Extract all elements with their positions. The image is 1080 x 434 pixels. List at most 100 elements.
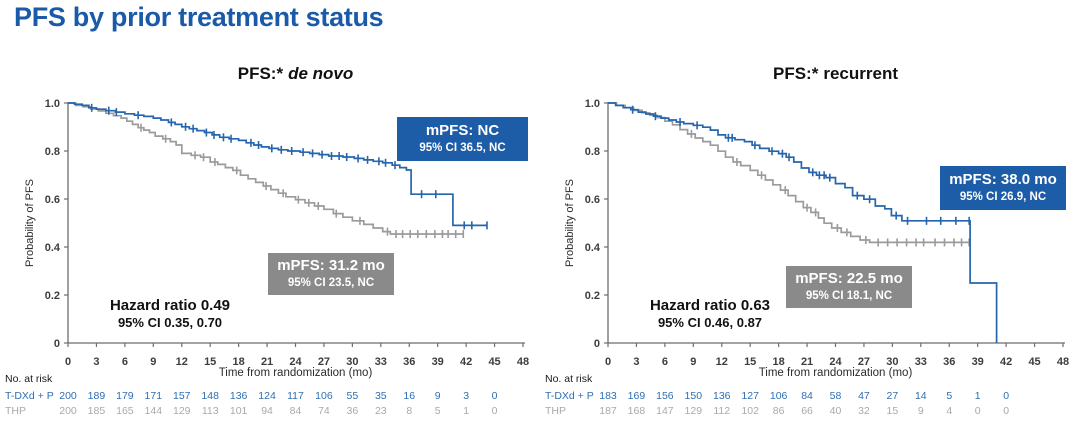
y-tick-label: 0.2 <box>585 290 600 302</box>
y-tick-label: 1.0 <box>45 98 60 110</box>
risk-value: 1 <box>975 390 981 402</box>
x-tick-label: 9 <box>690 356 696 368</box>
risk-value: 0 <box>492 405 498 417</box>
km-curve-tdxd <box>68 102 487 227</box>
risk-value: 14 <box>915 390 927 402</box>
risk-value: 156 <box>656 390 674 402</box>
x-tick-label: 3 <box>633 356 639 368</box>
risk-value: 15 <box>887 405 899 417</box>
risk-value: 66 <box>801 405 813 417</box>
km-plot-svg: 0 3 6 9 12 15 18 21 24 27 30 33 36 39 42 45 481.00.80.60… <box>585 98 1069 417</box>
x-tick-label: 0 <box>65 356 71 368</box>
x-tick-label: 6 <box>662 356 668 368</box>
risk-value: 179 <box>116 390 134 402</box>
panel-title-prefix: PFS:* <box>773 64 819 83</box>
risk-value: 127 <box>741 390 759 402</box>
risk-value: 144 <box>145 405 163 417</box>
risk-value: 150 <box>685 390 703 402</box>
risk-value: 4 <box>946 405 952 417</box>
x-tick-label: 21 <box>261 356 273 368</box>
x-tick-label: 48 <box>517 356 529 368</box>
risk-value: 0 <box>492 390 498 402</box>
risk-value: 106 <box>770 390 788 402</box>
panel-title: PFS:* recurrent <box>608 64 1063 84</box>
risk-value: 106 <box>315 390 333 402</box>
panel-title-emphasis: de novo <box>288 64 354 83</box>
x-tick-label: 36 <box>943 356 955 368</box>
no-at-risk-label: No. at risk <box>545 373 593 385</box>
x-tick-label: 24 <box>289 356 302 368</box>
risk-row-label-thp: THP <box>545 405 566 417</box>
y-tick-label: 0.8 <box>585 146 600 158</box>
x-axis-label: Time from randomization (mo) <box>218 367 373 379</box>
risk-value: 55 <box>347 390 359 402</box>
x-tick-label: 12 <box>176 356 188 368</box>
no-at-risk-label: No. at risk <box>5 373 53 385</box>
panel-recurrent: 0 3 6 9 12 15 18 21 24 27 30 33 36 39 42 45 48 1.0 0.8 0.6 0… <box>540 60 1080 429</box>
risk-value: 35 <box>375 390 387 402</box>
risk-value: 16 <box>403 390 415 402</box>
mpfs-box-tdxd: mPFS: 38.0 mo 95% CI 26.9, NC <box>940 166 1066 210</box>
risk-value: 9 <box>435 390 441 402</box>
mpfs-ci: 95% CI 36.5, NC <box>419 142 506 155</box>
y-tick-label: 0 <box>594 338 600 350</box>
panel-title-emphasis: recurrent <box>823 64 898 83</box>
risk-value: 117 <box>287 390 304 402</box>
risk-value: 171 <box>145 390 163 402</box>
risk-value: 5 <box>435 405 441 417</box>
x-tick-label: 36 <box>403 356 415 368</box>
mpfs-ci: 95% CI 18.1, NC <box>805 290 893 303</box>
panel-de-novo: 0 3 6 9 12 15 18 21 24 27 30 33 36 39 42 45 48 1.0 0.8 0.6 0… <box>0 60 540 429</box>
risk-value: 86 <box>773 405 785 417</box>
mpfs-value: mPFS: 31.2 mo <box>277 257 385 275</box>
x-tick-label: 24 <box>829 356 842 368</box>
x-tick-label: 33 <box>915 356 927 368</box>
risk-value: 27 <box>887 390 899 402</box>
y-tick-label: 0.6 <box>585 194 600 206</box>
mpfs-value: mPFS: 22.5 mo <box>795 270 903 288</box>
risk-value: 3 <box>463 390 469 402</box>
risk-value: 113 <box>202 405 219 417</box>
panel-title: PFS:* de novo <box>68 64 523 84</box>
x-tick-label: 21 <box>801 356 813 368</box>
x-tick-label: 9 <box>150 356 156 368</box>
risk-value: 47 <box>858 390 870 402</box>
risk-value: 136 <box>713 390 731 402</box>
y-tick-label: 0.2 <box>45 290 60 302</box>
x-tick-label: 15 <box>744 356 756 368</box>
risk-value: 0 <box>1003 390 1009 402</box>
y-tick-label: 0.4 <box>45 242 61 254</box>
risk-value: 168 <box>628 405 646 417</box>
risk-value: 124 <box>258 390 276 402</box>
mpfs-box-thp: mPFS: 31.2 mo 95% CI 23.5, NC <box>268 253 394 295</box>
x-tick-label: 42 <box>1000 356 1012 368</box>
risk-value: 101 <box>230 405 248 417</box>
x-tick-label: 48 <box>1057 356 1069 368</box>
y-tick-label: 0 <box>54 338 60 350</box>
risk-value: 129 <box>685 405 703 417</box>
hazard-ratio-ci: 95% CI 0.46, 0.87 <box>657 315 763 330</box>
x-tick-label: 30 <box>346 356 358 368</box>
x-axis-label: Time from randomization (mo) <box>758 367 913 379</box>
x-tick-label: 39 <box>432 356 444 368</box>
x-tick-label: 18 <box>233 356 245 368</box>
x-tick-label: 27 <box>858 356 870 368</box>
risk-value: 9 <box>918 405 924 417</box>
x-tick-label: 12 <box>716 356 728 368</box>
y-tick-label: 0.4 <box>585 242 601 254</box>
x-tick-label: 0 <box>605 356 611 368</box>
risk-value: 58 <box>830 390 842 402</box>
y-tick-label: 0.6 <box>45 194 60 206</box>
x-tick-label: 18 <box>773 356 785 368</box>
risk-value: 147 <box>656 405 674 417</box>
risk-value: 84 <box>801 390 813 402</box>
risk-value: 5 <box>946 390 952 402</box>
risk-value: 187 <box>599 405 617 417</box>
risk-value: 112 <box>713 405 730 417</box>
mpfs-box-tdxd: mPFS: NC 95% CI 36.5, NC <box>397 117 528 161</box>
risk-value: 200 <box>59 390 77 402</box>
mpfs-value: mPFS: NC <box>425 122 500 140</box>
km-curve-thp <box>68 102 464 235</box>
risk-value: 74 <box>318 405 330 417</box>
risk-row-label-tdxd: T-DXd + P <box>5 390 54 402</box>
